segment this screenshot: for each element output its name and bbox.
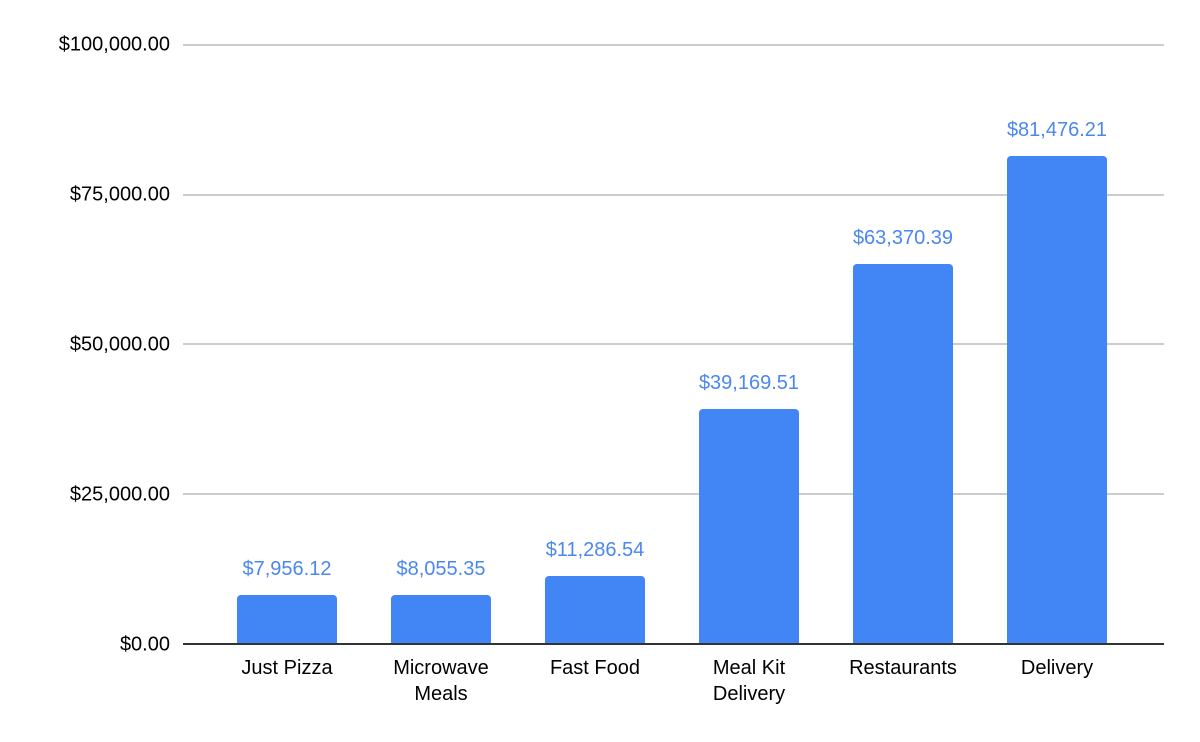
y-axis: $100,000.00 $75,000.00 $50,000.00 $25,000.0… — [0, 34, 170, 656]
x-axis-label: Delivery — [1020, 657, 1094, 679]
bar-slot: $39,169.51 — [672, 45, 826, 643]
bar-value-label: $7,956.12 — [242, 558, 332, 581]
bar-value-label: $39,169.51 — [698, 371, 800, 394]
y-tick-label: $25,000.00 — [69, 483, 170, 506]
bar-value-label: $63,370.39 — [852, 227, 954, 250]
bar-value-label: $11,286.54 — [545, 538, 645, 561]
bar-delivery[interactable] — [1007, 155, 1107, 643]
bar-just-pizza[interactable] — [237, 595, 337, 643]
bar-restaurants[interactable] — [853, 264, 953, 643]
x-axis-label: Meal Kit Delivery — [712, 657, 786, 705]
plot-area: $7,956.12 $8,055.35 $11,286.54 $39,169.51 $6… — [183, 44, 1164, 645]
x-axis-label: Restaurants — [849, 657, 957, 679]
bar-slot: $8,055.35 — [364, 45, 518, 643]
y-tick-label: $0.00 — [119, 633, 170, 656]
gridline — [183, 492, 1164, 495]
bar-value-label: $8,055.35 — [396, 557, 486, 580]
bar-fast-food[interactable] — [545, 575, 645, 643]
y-tick-label: $75,000.00 — [69, 183, 170, 206]
gridline — [183, 193, 1164, 196]
x-axis-label: Fast Food — [549, 657, 641, 679]
bar-slot: $63,370.39 — [826, 45, 980, 643]
y-tick-label: $100,000.00 — [58, 33, 170, 56]
x-axis-label: Just Pizza — [241, 657, 333, 679]
bar-value-label: $81,476.21 — [1006, 118, 1108, 141]
gridline — [183, 343, 1164, 345]
gridline — [183, 44, 1164, 46]
bars-region: $7,956.12 $8,055.35 $11,286.54 $39,169.51 $6… — [183, 45, 1164, 643]
bar-slot: $11,286.54 — [518, 45, 672, 643]
bar-meal-kit-delivery[interactable] — [699, 408, 799, 643]
bar-microwave-meals[interactable] — [391, 594, 491, 643]
x-axis: Just Pizza Microwave Meals Fast Food Meal K… — [183, 655, 1164, 707]
x-axis-label: Microwave Meals — [393, 657, 489, 705]
y-tick-label: $50,000.00 — [69, 333, 170, 356]
bar-slot: $81,476.21 — [980, 45, 1134, 643]
bar-slot: $7,956.12 — [210, 45, 364, 643]
